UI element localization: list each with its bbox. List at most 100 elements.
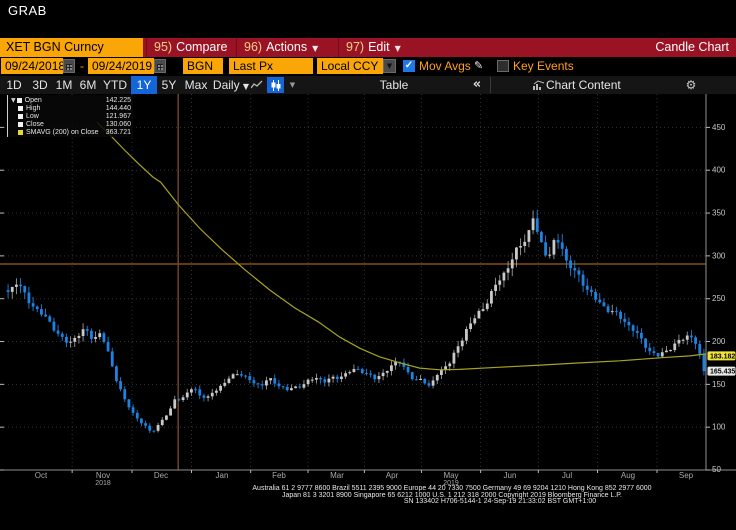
mov-avgs-checkbox[interactable]: ✓: [403, 60, 415, 72]
edit-button-label: Edit: [368, 40, 390, 54]
edit-pencil-icon[interactable]: ✎: [474, 59, 484, 72]
chart-type-dropdown-arrow[interactable]: ▼: [289, 81, 296, 89]
compare-button-label: Compare: [176, 40, 228, 54]
candle-chart-type-icon[interactable]: [267, 77, 284, 93]
legend-row-open: ▼ Open 142.225: [11, 96, 131, 104]
footer-contacts-line1: Australia 61 2 9777 8600 Brazil 5511 239…: [252, 485, 652, 492]
period-3d-button[interactable]: 3D: [32, 78, 48, 92]
legend-smavg-value: 363.721: [105, 128, 131, 136]
currency-dropdown-arrow[interactable]: ▼: [383, 59, 396, 73]
chart-legend[interactable]: ▼ Open 142.225 ▼ High 144.440 ▼ Low 121.…: [7, 95, 133, 137]
chart-toolbar: 1D 3D 1M 6M YTD 1Y 5Y Max Daily ▼ ▼ Tabl…: [0, 76, 736, 94]
line-chart-type-icon[interactable]: [248, 77, 265, 93]
legend-collapse-icon[interactable]: ▼: [11, 96, 16, 104]
page-title: GRAB: [8, 3, 47, 18]
legend-low-value: 121.967: [105, 112, 131, 120]
currency-selector[interactable]: Local CCY: [317, 58, 383, 74]
high-swatch-icon: [17, 105, 23, 111]
toolbar-divider: [490, 77, 491, 93]
frequency-label: Daily: [212, 78, 240, 92]
chart-type-title: Candle Chart: [655, 40, 729, 54]
compare-button[interactable]: 95) Compare: [146, 38, 232, 57]
x-axis-month-label: Dec: [153, 471, 169, 480]
chevron-down-icon: ▼: [394, 44, 401, 53]
svg-text:150: 150: [712, 380, 726, 389]
svg-text:183.182: 183.182: [710, 353, 735, 360]
collapse-panel-button[interactable]: «: [472, 77, 482, 92]
svg-text:250: 250: [712, 294, 726, 303]
key-events-label[interactable]: Key Events: [513, 59, 574, 73]
table-button[interactable]: Table: [379, 78, 409, 92]
period-5y-button[interactable]: 5Y: [161, 78, 177, 92]
actions-button[interactable]: 96) Actions ▼: [236, 38, 332, 57]
candle-chart-canvas[interactable]: 50 100 150 200 250 300 350 400 450 183.182 165.435: [0, 94, 736, 474]
x-axis-month-label: Feb: [272, 471, 286, 480]
low-swatch-icon: [17, 113, 23, 119]
svg-text:200: 200: [712, 337, 726, 346]
smavg-swatch-icon: [17, 129, 23, 135]
calendar-icon[interactable]: [154, 59, 166, 73]
terminal-footer: Australia 61 2 9777 8600 Brazil 5511 239…: [0, 485, 736, 506]
svg-text:400: 400: [712, 166, 726, 175]
svg-text:50: 50: [712, 465, 721, 474]
x-axis-month-label: Apr: [385, 471, 399, 480]
date-range-separator: -: [80, 59, 84, 73]
actions-button-label: Actions: [266, 40, 308, 54]
x-axis-month-label: Jul: [561, 471, 573, 480]
chart-content-button[interactable]: Chart Content: [546, 78, 621, 92]
controls-row: 09/24/2018 - 09/24/2019 BGN Last Px Loca…: [0, 58, 736, 75]
x-axis-labels: Oct Nov 2018 Dec Jan Feb Mar Apr May 2019 Jun Jul Au…: [0, 471, 736, 487]
period-max-button[interactable]: Max: [184, 78, 208, 92]
x-axis-month-label: Nov 2018: [95, 471, 111, 487]
legend-low-label: Low: [25, 112, 39, 120]
frequency-dropdown[interactable]: Daily ▼: [211, 76, 251, 94]
x-axis-month-label: Sep: [678, 471, 694, 480]
x-axis-month-label: Jun: [503, 471, 517, 480]
x-axis-month-label: Jan: [215, 471, 229, 480]
footer-session-line: SN 133402 H706-5144-1 24-Sep-19 21:33:02…: [403, 498, 597, 505]
chevron-down-icon: ▼: [242, 82, 250, 91]
edit-button[interactable]: 97) Edit ▼: [338, 38, 402, 57]
actions-button-number: 96): [244, 40, 263, 54]
edit-button-number: 97): [346, 40, 365, 54]
compare-button-number: 95): [154, 40, 173, 54]
svg-text:100: 100: [712, 423, 726, 432]
svg-text:300: 300: [712, 251, 726, 260]
close-swatch-icon: [17, 121, 23, 127]
legend-smavg-label: SMAVG (200) on Close: [25, 128, 99, 136]
date-from-input[interactable]: 09/24/2018: [1, 58, 63, 74]
x-axis-month-label: May 2019: [443, 471, 459, 487]
legend-row-high: ▼ High 144.440: [11, 104, 131, 112]
chevron-down-icon: ▼: [312, 44, 319, 53]
date-to-input[interactable]: 09/24/2019: [88, 58, 154, 74]
svg-text:165.435: 165.435: [710, 369, 735, 376]
legend-open-label: Open: [24, 96, 42, 104]
legend-row-low: ▼ Low 121.967: [11, 112, 131, 120]
period-1d-button[interactable]: 1D: [6, 78, 22, 92]
legend-close-value: 130.060: [105, 120, 131, 128]
candle-chart-svg: 50 100 150 200 250 300 350 400 450 183.182 165.435: [0, 94, 736, 474]
menu-bar: XET BGN Curncy 95) Compare 96) Actions ▼ 97…: [0, 38, 736, 57]
price-field-selector[interactable]: Last Px: [229, 58, 313, 74]
legend-row-smavg: ▼ SMAVG (200) on Close 363.721: [11, 128, 131, 136]
svg-text:350: 350: [712, 209, 726, 218]
open-swatch-icon: [16, 97, 22, 103]
security-field[interactable]: XET BGN Curncy: [0, 38, 143, 57]
calendar-icon[interactable]: [63, 59, 75, 73]
period-1m-button[interactable]: 1M: [55, 78, 73, 92]
x-axis-month-label: Oct: [34, 471, 48, 480]
gear-icon[interactable]: ⚙: [685, 78, 697, 92]
x-axis-month-label: Aug: [620, 471, 636, 480]
period-6m-button[interactable]: 6M: [79, 78, 97, 92]
key-events-checkbox[interactable]: [497, 60, 509, 72]
legend-open-value: 142.225: [105, 96, 131, 104]
period-ytd-button[interactable]: YTD: [103, 78, 127, 92]
legend-close-label: Close: [25, 120, 44, 128]
mov-avgs-label[interactable]: Mov Avgs: [419, 59, 471, 73]
pricing-source-field[interactable]: BGN: [183, 58, 223, 74]
period-1y-button[interactable]: 1Y: [131, 76, 157, 94]
legend-high-value: 144.440: [105, 104, 131, 112]
footer-contacts-line2: Japan 81 3 3201 8900 Singapore 65 6212 1…: [281, 491, 623, 499]
legend-high-label: High: [25, 104, 41, 112]
